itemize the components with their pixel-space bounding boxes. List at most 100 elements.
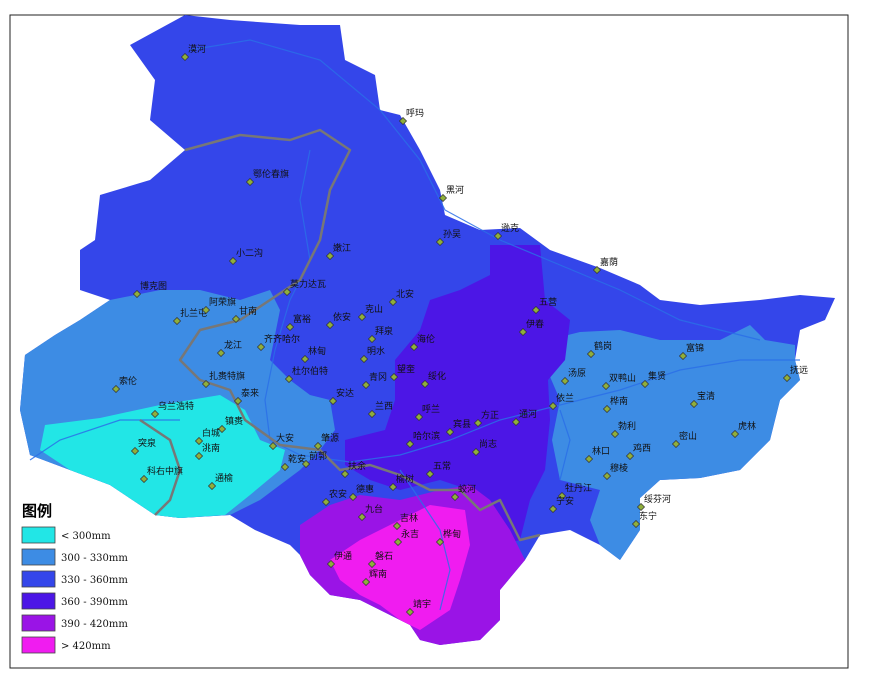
place-marker (321, 497, 331, 507)
place-label: 齐齐哈尔 (264, 333, 300, 345)
place-marker (301, 459, 311, 469)
place-marker (398, 116, 408, 126)
place-marker (671, 439, 681, 449)
place-label: 哈尔滨 (413, 430, 440, 442)
place-label: 明水 (367, 345, 385, 357)
place-label: 宁安 (556, 495, 574, 507)
legend-label: 330 - 360mm (61, 575, 128, 586)
place-label: 扎兰屯 (180, 307, 207, 319)
place-marker (592, 265, 602, 275)
place-label: 虎林 (738, 420, 756, 432)
place-label: 磐石 (375, 550, 393, 562)
place-label: 乾安 (288, 453, 306, 465)
place-label: 望奎 (397, 363, 415, 375)
place-label: 通河 (519, 408, 537, 420)
place-marker (640, 379, 650, 389)
place-label: 勃利 (618, 420, 636, 432)
place-label: 拜泉 (375, 325, 393, 337)
place-marker (435, 237, 445, 247)
place-label: 呼玛 (406, 108, 424, 119)
place-marker (367, 559, 377, 569)
place-marker (548, 401, 558, 411)
place-label: 林口 (592, 445, 610, 457)
place-label: 白城 (202, 427, 220, 439)
place-label: 前郭 (309, 450, 327, 462)
place-marker (348, 492, 358, 502)
legend-swatch (21, 548, 56, 566)
place-marker (313, 441, 323, 451)
place-marker (180, 52, 190, 62)
place-label: 肇源 (321, 432, 339, 444)
place-marker (689, 399, 699, 409)
legend-swatch (21, 570, 56, 588)
place-marker (473, 418, 483, 428)
place-marker (207, 481, 217, 491)
place-marker (367, 334, 377, 344)
place-marker (518, 327, 528, 337)
place-marker (636, 502, 646, 512)
place-label: 孙吴 (443, 228, 461, 240)
place-marker (602, 404, 612, 414)
place-marker (300, 354, 310, 364)
place-label: 嫩江 (333, 242, 351, 254)
place-label: 突泉 (138, 437, 156, 449)
place-label: 密山 (679, 430, 697, 442)
place-label: 农安 (329, 488, 347, 500)
legend-label: > 420mm (61, 641, 111, 652)
place-label: 吉林 (400, 512, 418, 524)
place-label: 穆棱 (610, 462, 628, 474)
place-marker (268, 441, 278, 451)
place-marker (405, 439, 415, 449)
place-marker (256, 342, 266, 352)
rivers (29, 39, 800, 611)
place-marker (285, 322, 295, 332)
place-label: 抚远 (790, 364, 808, 376)
place-marker (438, 193, 448, 203)
place-label: 尚志 (479, 438, 497, 450)
place-label: 扎赉特旗 (209, 370, 245, 382)
place-marker (201, 379, 211, 389)
place-label: 泰来 (241, 387, 259, 399)
place-label: 博克图 (140, 280, 167, 292)
place-label: 榆树 (396, 473, 414, 485)
place-label: 扶余 (348, 460, 366, 472)
legend-title: 图例 (22, 502, 52, 520)
place-marker (132, 289, 142, 299)
place-marker (631, 519, 641, 529)
place-label: 青冈 (369, 371, 387, 383)
place-marker (557, 491, 567, 501)
place-label: 大安 (276, 432, 294, 444)
place-marker (233, 396, 243, 406)
place-label: 逊克 (501, 223, 519, 234)
place-label: 阿荣旗 (209, 296, 236, 308)
place-label: 小二沟 (236, 247, 263, 259)
place-label: 绥芬河 (644, 493, 671, 505)
place-label: 汤原 (568, 368, 586, 379)
place-label: 桦甸 (443, 528, 461, 540)
place-marker (284, 374, 294, 384)
region-360-390 (345, 245, 570, 545)
place-label: 克山 (365, 304, 383, 315)
place-marker (392, 521, 402, 531)
legend: 图例 < 300mm 300 - 330mm 330 - 360mm 360 - 39… (21, 502, 128, 654)
place-marker (393, 537, 403, 547)
river (559, 409, 571, 481)
place-marker (531, 305, 541, 315)
river (399, 469, 451, 611)
place-marker (328, 396, 338, 406)
place-marker (389, 372, 399, 382)
legend-label: 390 - 420mm (61, 619, 128, 630)
place-label: 桦南 (610, 395, 628, 407)
place-marker (586, 349, 596, 359)
place-label: 绥化 (428, 370, 446, 382)
place-label: 依安 (333, 311, 351, 323)
place-label: 索伦 (119, 375, 137, 387)
place-marker (511, 417, 521, 427)
place-marker (388, 482, 398, 492)
place-marker (228, 256, 238, 266)
place-label: 甘南 (239, 305, 257, 317)
place-label: 龙江 (224, 339, 242, 351)
place-marker (388, 297, 398, 307)
place-label: 集贤 (648, 370, 666, 382)
